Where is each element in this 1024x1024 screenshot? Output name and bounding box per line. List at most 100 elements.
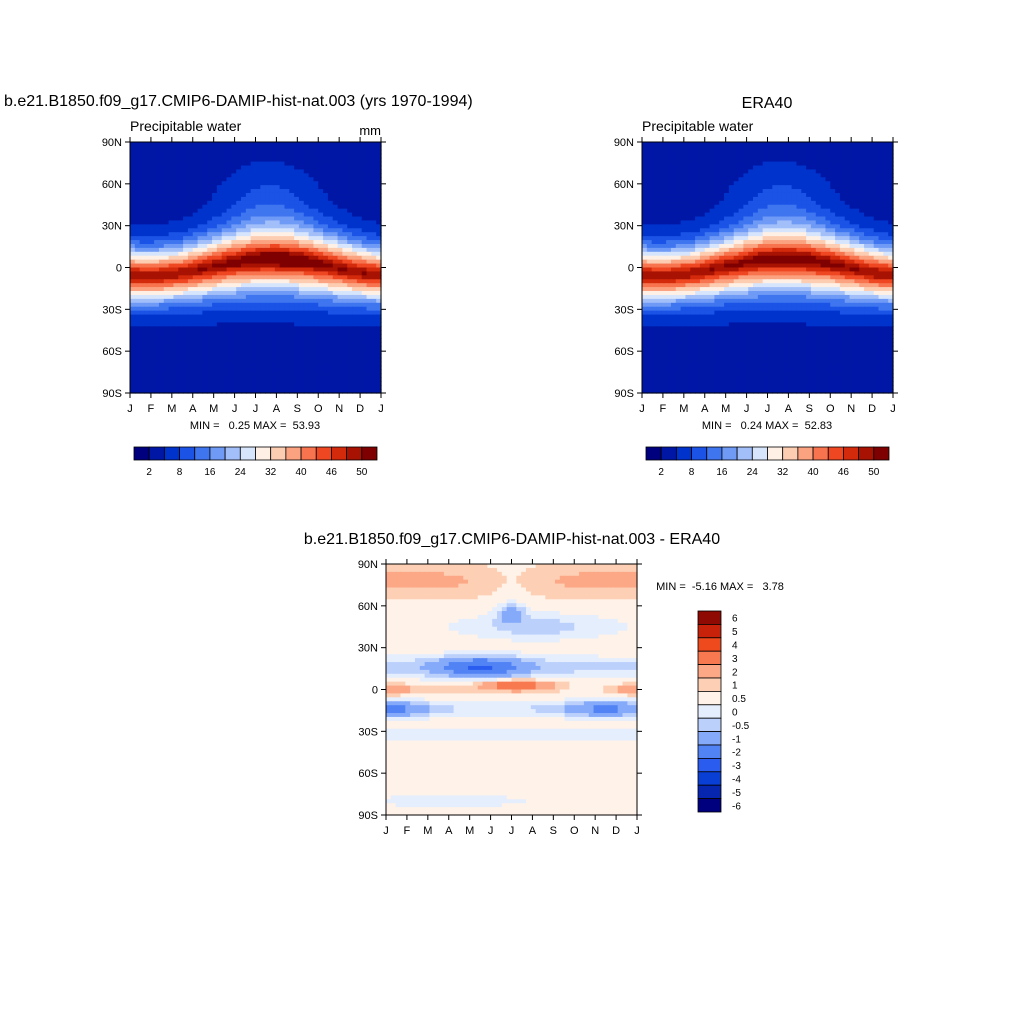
contour-cell (250, 177, 257, 182)
contour-cell (332, 204, 339, 210)
contour-cell (178, 279, 184, 284)
contour-cell (352, 267, 358, 273)
contour-cell (327, 243, 334, 249)
contour-cell (327, 353, 334, 359)
contour-cell (260, 232, 266, 237)
contour-cell (216, 196, 223, 202)
contour-cell (839, 228, 846, 233)
contour-cell (825, 216, 831, 222)
contour-cell (197, 196, 204, 202)
contour-cell (366, 283, 372, 288)
contour-cell (733, 208, 740, 214)
contour-cell (144, 200, 150, 206)
contour-cell (352, 149, 358, 155)
contour-cell (236, 279, 242, 284)
contour-cell (815, 145, 822, 151)
contour-cell (173, 208, 179, 214)
contour-cell (820, 149, 827, 155)
contour-cell (144, 279, 150, 284)
contour-cell (719, 173, 725, 178)
contour-cell (337, 342, 343, 347)
contour-cell (337, 377, 343, 382)
contour-cell (796, 145, 802, 151)
contour-cell (318, 224, 324, 229)
contour-cell (680, 236, 687, 241)
contour-cell (864, 161, 870, 167)
contour-cell (318, 200, 324, 206)
contour-cell (265, 365, 271, 371)
contour-cell (313, 255, 319, 261)
contour-cell (241, 224, 247, 229)
contour-cell (197, 161, 204, 167)
contour-cell (154, 353, 160, 359)
contour-cell (777, 189, 783, 194)
contour-cell (753, 161, 759, 167)
contour-cell (376, 294, 382, 300)
contour-cell (207, 314, 213, 320)
contour-cell (134, 228, 141, 233)
contour-cell (255, 349, 261, 355)
contour-cell (192, 192, 199, 198)
contour-cell (352, 259, 358, 265)
contour-cell (250, 365, 257, 371)
contour-cell (337, 173, 343, 178)
contour-cell (269, 373, 276, 378)
contour-cell (202, 318, 208, 323)
contour-cell (154, 216, 160, 222)
contour-cell (236, 377, 242, 382)
contour-cell (298, 287, 305, 292)
contour-cell (825, 204, 831, 210)
contour-cell (695, 247, 701, 253)
contour-cell (236, 185, 242, 190)
contour-cell (371, 153, 377, 159)
contour-cell (269, 259, 276, 265)
contour-cell (212, 283, 218, 288)
contour-cell (183, 185, 189, 190)
contour-cell (332, 314, 339, 320)
contour-cell (810, 208, 817, 214)
contour-cell (878, 204, 884, 210)
contour-cell (279, 275, 286, 280)
contour-cell (202, 275, 208, 280)
contour-cell (173, 322, 179, 327)
contour-cell (207, 177, 213, 182)
contour-cell (327, 236, 334, 241)
contour-cell (361, 330, 368, 335)
contour-cell (748, 232, 754, 237)
contour-cell (352, 287, 358, 292)
contour-cell (294, 145, 300, 151)
contour-cell (801, 232, 807, 237)
contour-cell (342, 330, 348, 335)
contour-cell (762, 192, 769, 198)
contour-cell (699, 224, 706, 229)
contour-cell (168, 279, 175, 284)
contour-cell (888, 228, 894, 233)
contour-cell (313, 385, 319, 390)
contour-cell (753, 220, 759, 225)
contour-cell (250, 263, 257, 269)
contour-cell (260, 165, 266, 171)
contour-cell (130, 298, 136, 304)
contour-cell (236, 330, 242, 335)
contour-cell (163, 279, 170, 284)
contour-cell (265, 181, 271, 186)
contour-cell (279, 228, 286, 233)
contour-cell (651, 240, 658, 245)
contour-cell (815, 200, 822, 206)
contour-cell (762, 208, 769, 214)
contour-cell (226, 271, 232, 276)
contour-cell (666, 153, 672, 159)
colorbar-label: 2 (146, 467, 152, 478)
contour-cell (284, 298, 290, 304)
contour-cell (342, 322, 348, 327)
contour-cell (313, 157, 319, 163)
contour-cell (366, 287, 372, 292)
contour-cell (337, 224, 343, 229)
contour-cell (154, 330, 160, 335)
contour-cell (651, 153, 658, 159)
contour-cell (777, 153, 783, 159)
contour-cell (284, 177, 290, 182)
contour-cell (245, 361, 252, 367)
contour-cell (231, 342, 237, 347)
contour-cell (158, 275, 165, 280)
